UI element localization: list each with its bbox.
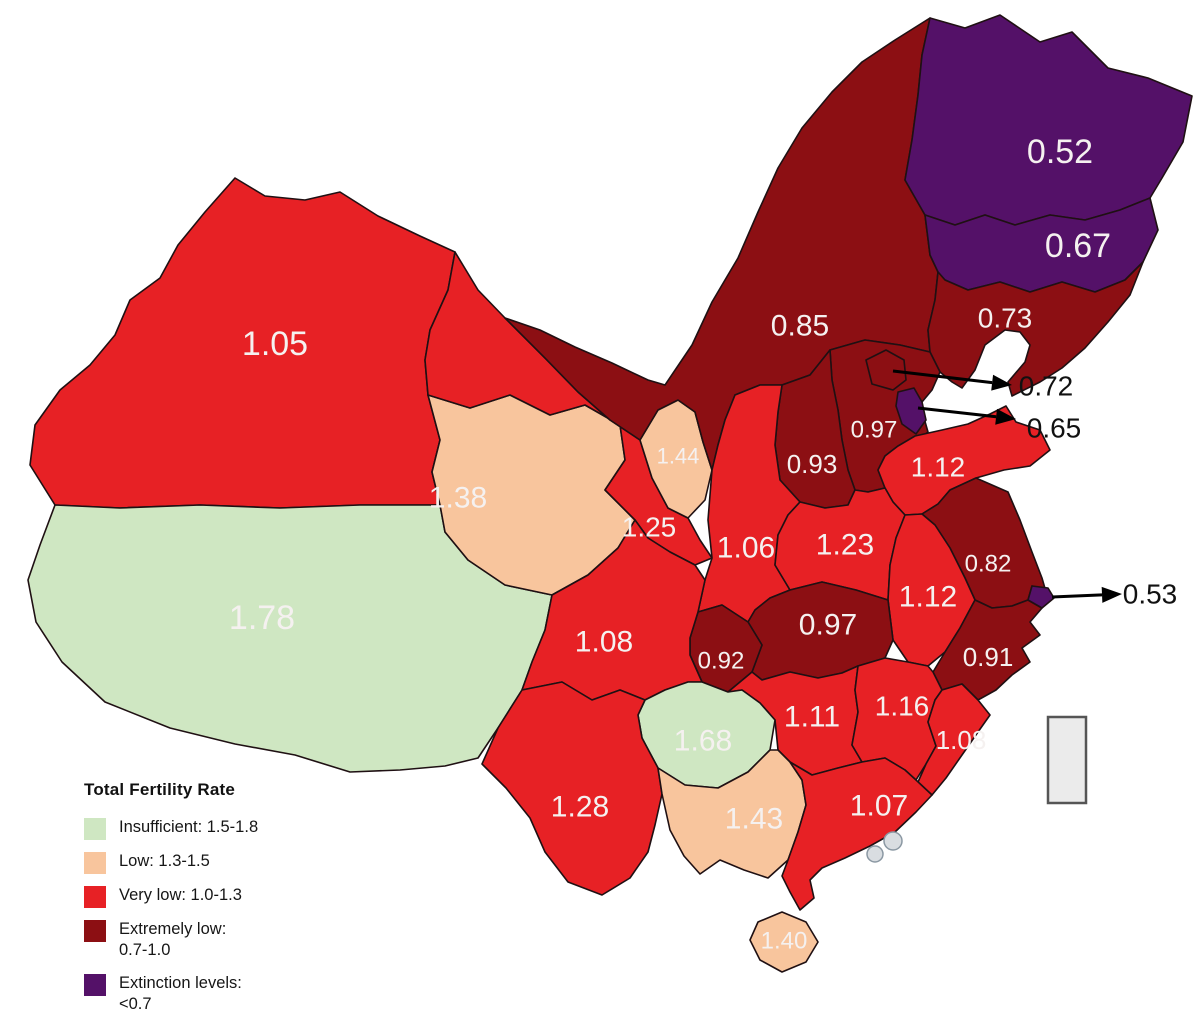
- value-labels-layer: 1.05 1.78 1.38 1.25 1.44 0.85 0.52 0.67 0.73 0.97…: [229, 133, 1177, 955]
- legend-item-low: Low: 1.3-1.5: [84, 851, 354, 874]
- legend-swatch-low: [84, 852, 106, 874]
- label-liaoning: 0.73: [978, 303, 1033, 334]
- legend-items: Insufficient: 1.5-1.8 Low: 1.3-1.5 Very lo…: [84, 817, 354, 1016]
- label-tibet: 1.78: [229, 599, 295, 637]
- legend-label-extremely_low: Extremely low: 0.7-1.0: [119, 920, 227, 960]
- provinces-layer: [27, 14, 1193, 973]
- features-layer: [866, 715, 1088, 863]
- macau-dot: [866, 845, 884, 863]
- hong-kong-dot: [883, 831, 903, 851]
- legend: Total Fertility Rate Insufficient: 1.5-1…: [84, 780, 354, 1027]
- region-guangdong: [781, 757, 933, 911]
- legend-label-insufficient: Insufficient: 1.5-1.8: [119, 818, 259, 836]
- region-beijing: [865, 349, 907, 391]
- label-henan: 1.23: [816, 529, 874, 562]
- label-zhejiang: 0.91: [963, 642, 1014, 672]
- legend-swatch-extinction: [84, 973, 106, 996]
- label-sichuan: 1.08: [575, 626, 633, 659]
- label-xinjiang: 1.05: [242, 325, 308, 363]
- callout-beijing-label: 0.72: [1019, 371, 1074, 402]
- label-shandong: 1.12: [911, 452, 966, 483]
- callout-beijing-arrow: [892, 369, 993, 385]
- label-guizhou: 1.68: [674, 725, 732, 758]
- legend-label-low: Low: 1.3-1.5: [119, 852, 210, 870]
- label-chongqing: 0.92: [698, 648, 745, 675]
- label-heilongjiang: 0.52: [1027, 133, 1093, 171]
- legend-item-extinction: Extinction levels: <0.7: [84, 973, 354, 1016]
- label-guangxi: 1.43: [725, 803, 783, 836]
- region-fujian: [917, 683, 991, 796]
- legend-item-extremely_low: Extremely low: 0.7-1.0: [84, 919, 354, 962]
- region-heilongjiang: [904, 14, 1193, 226]
- region-hainan: [749, 911, 819, 973]
- label-fujian: 1.08: [936, 725, 987, 755]
- label-shanxi: 0.93: [787, 449, 838, 479]
- label-anhui: 1.12: [899, 581, 957, 614]
- legend-swatch-very_low: [84, 886, 106, 908]
- label-jiangsu: 0.82: [965, 551, 1012, 578]
- legend-swatch-extremely_low: [84, 920, 106, 942]
- legend-item-insufficient: Insufficient: 1.5-1.8: [84, 817, 354, 840]
- label-hubei: 0.97: [799, 609, 857, 642]
- callout-shanghai-arrow: [1051, 593, 1103, 599]
- legend-label-extinction: Extinction levels: <0.7: [119, 973, 242, 1014]
- callout-shanghai-label: 0.53: [1123, 579, 1178, 610]
- taiwan-placeholder: [1046, 715, 1088, 805]
- label-qinghai: 1.38: [429, 482, 487, 515]
- callout-tianjin-arrow: [917, 406, 997, 419]
- china-total-fertility-rate-map: 1.05 1.78 1.38 1.25 1.44 0.85 0.52 0.67 0.73 0.97…: [27, 14, 1193, 1014]
- region-shanghai: [1027, 585, 1055, 609]
- label-hainan: 1.40: [761, 928, 808, 955]
- callout-tianjin-label: 0.65: [1027, 413, 1082, 444]
- label-hunan: 1.11: [784, 701, 840, 734]
- callout-beijing-arrowhead: [991, 374, 1012, 391]
- callout-arrows-layer: [892, 369, 1122, 603]
- legend-label-very_low: Very low: 1.0-1.3: [119, 886, 242, 904]
- label-jiangxi: 1.16: [875, 691, 930, 722]
- legend-item-very_low: Very low: 1.0-1.3: [84, 885, 354, 908]
- region-yunnan: [481, 681, 663, 896]
- callout-shanghai-arrowhead: [1101, 586, 1122, 603]
- map-canvas: 1.05 1.78 1.38 1.25 1.44 0.85 0.52 0.67 0.73 0.97…: [27, 14, 1193, 973]
- label-hebei: 0.97: [851, 417, 898, 444]
- legend-swatch-insufficient: [84, 818, 106, 840]
- label-shaanxi: 1.06: [717, 532, 775, 565]
- label-ningxia: 1.44: [657, 444, 700, 469]
- label-gansu: 1.25: [622, 512, 677, 543]
- label-jilin: 0.67: [1045, 227, 1111, 265]
- label-inner-mongolia: 0.85: [771, 310, 829, 343]
- region-tianjin: [895, 387, 927, 435]
- legend-title: Total Fertility Rate: [84, 780, 236, 799]
- callout-tianjin-arrowhead: [995, 408, 1016, 425]
- label-yunnan: 1.28: [551, 791, 609, 824]
- label-guangdong: 1.07: [850, 790, 908, 823]
